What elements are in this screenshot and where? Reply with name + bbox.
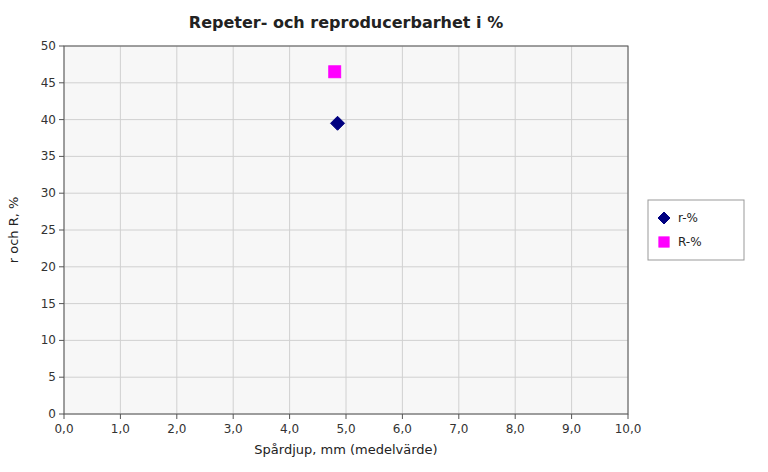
legend-box xyxy=(648,200,744,260)
y-grid-line xyxy=(64,340,628,341)
x-tick-label: 7,0 xyxy=(449,422,468,436)
legend-label: R-% xyxy=(678,235,702,249)
y-tick-label: 30 xyxy=(41,186,56,200)
y-tick-label: 5 xyxy=(48,370,56,384)
y-tick-label: 45 xyxy=(41,76,56,90)
point xyxy=(331,116,345,130)
plot-frame xyxy=(64,46,628,414)
y-tick xyxy=(59,82,64,83)
y-tick-label: 40 xyxy=(41,113,56,127)
legend-marker xyxy=(658,212,670,224)
chart: 0,0 1,0 2,0 3,0 4,0 5,0 6,0 7,0 8,0 9,0 10,0 0 5 10 15… xyxy=(0,0,768,472)
x-tick xyxy=(64,414,65,419)
x-tick xyxy=(289,414,290,419)
grid xyxy=(64,46,628,414)
y-tick xyxy=(59,340,64,341)
y-tick xyxy=(59,119,64,120)
y-tick xyxy=(59,46,64,47)
x-tick xyxy=(458,414,459,419)
legend: r-% R-% xyxy=(648,200,744,260)
x-tick-label: 4,0 xyxy=(280,422,299,436)
y-grid-line xyxy=(64,82,628,83)
y-grid-line xyxy=(64,266,628,267)
x-tick xyxy=(628,414,629,419)
x-tick xyxy=(176,414,177,419)
x-tick xyxy=(571,414,572,419)
y-tick xyxy=(59,303,64,304)
x-tick xyxy=(233,414,234,419)
y-grid-line xyxy=(64,303,628,304)
x-tick-label: 8,0 xyxy=(506,422,525,436)
y-axis-label: r och R, % xyxy=(6,197,21,264)
y-tick-label: 15 xyxy=(41,297,56,311)
y-tick xyxy=(59,193,64,194)
y-grid-line xyxy=(64,193,628,194)
y-tick-label: 0 xyxy=(48,407,56,421)
y-tick-label: 35 xyxy=(41,149,56,163)
y-tick-label: 20 xyxy=(41,260,56,274)
x-tick-label: 9,0 xyxy=(562,422,581,436)
y-tick xyxy=(59,266,64,267)
y-tick xyxy=(59,414,64,415)
y-grid-line xyxy=(64,377,628,378)
x-tick xyxy=(515,414,516,419)
y-tick-label: 25 xyxy=(41,223,56,237)
y-tick xyxy=(59,377,64,378)
legend-marker xyxy=(659,237,669,247)
y-tick xyxy=(59,230,64,231)
x-tick xyxy=(346,414,347,419)
title: Repeter- och reproducerbarhet i % xyxy=(189,13,503,32)
x-tick-label: 2,0 xyxy=(167,422,186,436)
y-grid-line xyxy=(64,230,628,231)
y-tick-label: 10 xyxy=(41,333,56,347)
x-tick-label: 1,0 xyxy=(111,422,130,436)
y-tick-label: 50 xyxy=(41,39,56,53)
y-grid-line xyxy=(64,119,628,120)
x-tick xyxy=(402,414,403,419)
x-tick-label: 0,0 xyxy=(54,422,73,436)
x-axis-label: Spårdjup, mm (medelvärde) xyxy=(254,442,437,457)
legend-label: r-% xyxy=(678,211,698,225)
x-tick-label: 3,0 xyxy=(224,422,243,436)
x-tick-label: 10,0 xyxy=(615,422,642,436)
x-tick-label: 5,0 xyxy=(336,422,355,436)
data-points xyxy=(329,66,345,130)
y-tick xyxy=(59,156,64,157)
plot-background xyxy=(64,46,628,414)
x-tick-label: 6,0 xyxy=(393,422,412,436)
x-tick xyxy=(120,414,121,419)
point xyxy=(329,66,341,78)
y-grid-line xyxy=(64,156,628,157)
